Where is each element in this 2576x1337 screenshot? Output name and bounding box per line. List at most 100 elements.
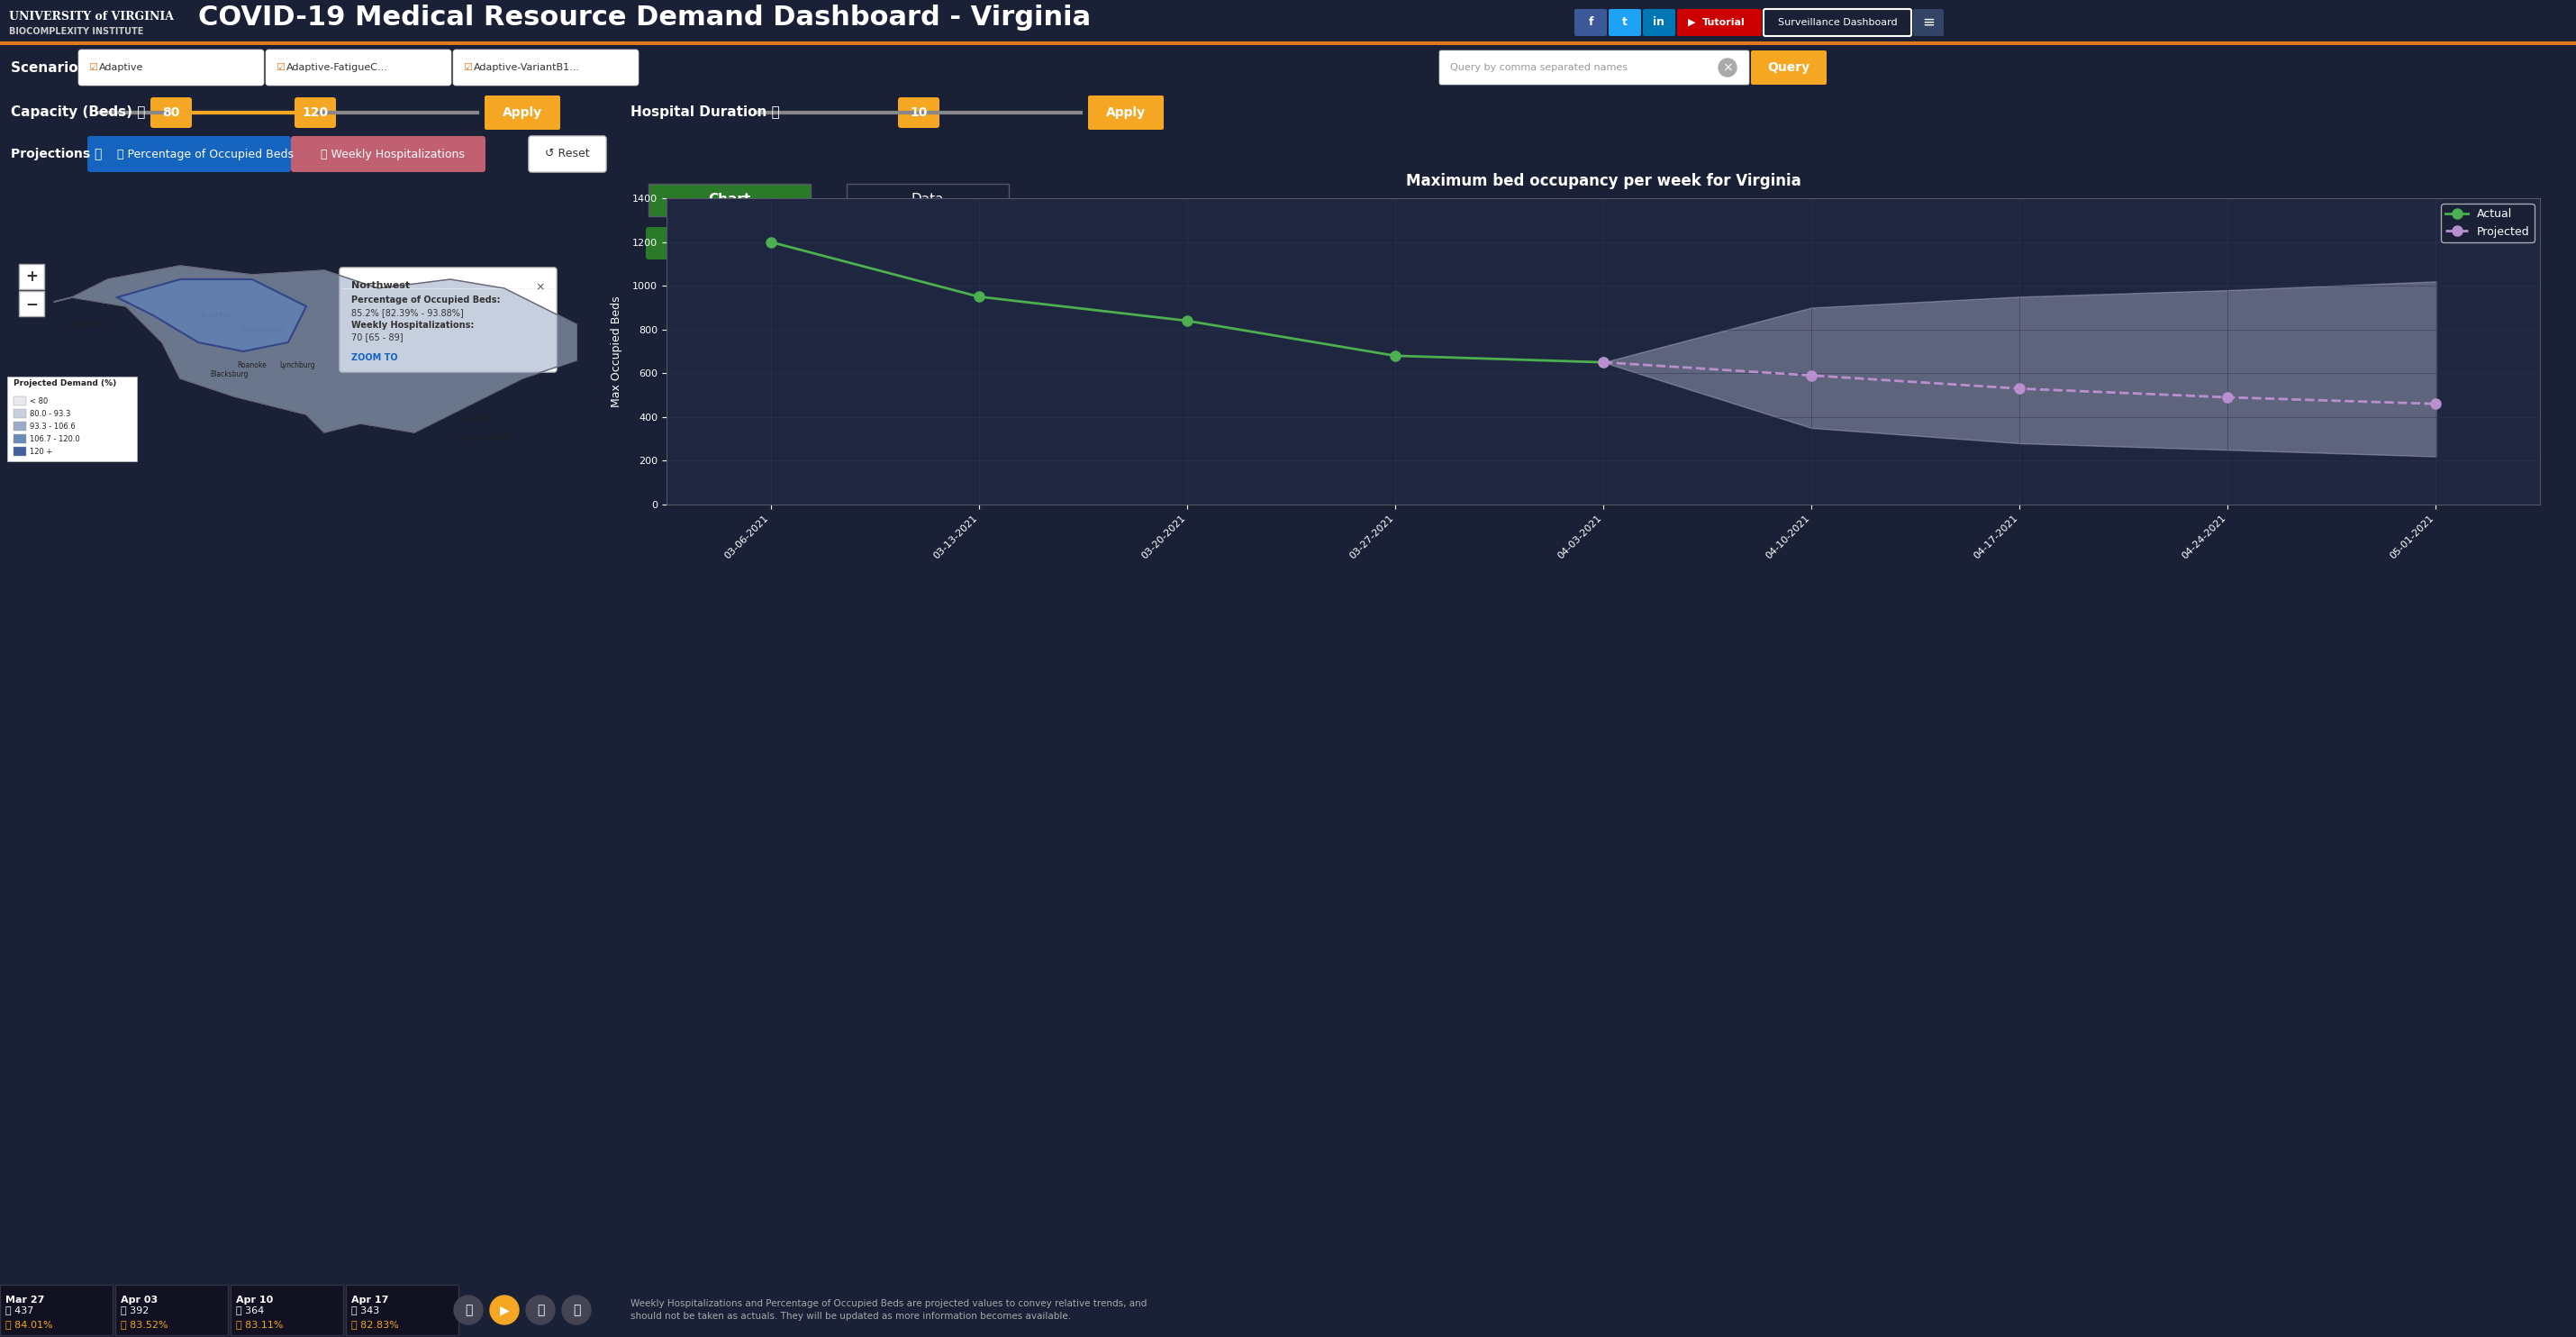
Legend: Actual, Projected: Actual, Projected <box>2442 203 2535 242</box>
Polygon shape <box>116 279 307 352</box>
Text: ×: × <box>1723 62 1734 74</box>
Text: 85.2% [82.39% - 93.88%]: 85.2% [82.39% - 93.88%] <box>350 308 464 317</box>
Text: UNIVERSITY of VIRGINIA: UNIVERSITY of VIRGINIA <box>8 11 173 23</box>
FancyBboxPatch shape <box>649 183 811 217</box>
Text: Adaptive-VariantB1...: Adaptive-VariantB1... <box>474 63 580 72</box>
Text: 120: 120 <box>301 107 327 119</box>
Text: Capacity (Beds) ⓘ: Capacity (Beds) ⓘ <box>10 106 144 119</box>
Text: ×: × <box>536 281 546 293</box>
Text: ⏮: ⏮ <box>464 1304 471 1317</box>
Text: Scenarios ⓘ: Scenarios ⓘ <box>10 60 98 75</box>
Text: Lynchburg: Lynchburg <box>278 361 314 369</box>
FancyBboxPatch shape <box>116 1285 227 1336</box>
FancyBboxPatch shape <box>848 183 1010 217</box>
FancyBboxPatch shape <box>1440 51 1749 84</box>
Text: Harrisonburg: Harrisonburg <box>240 325 283 333</box>
Text: Query by comma separated names: Query by comma separated names <box>1450 63 1628 72</box>
FancyBboxPatch shape <box>13 396 26 405</box>
Text: ▶: ▶ <box>1687 17 1695 27</box>
Text: Hospital Duration ⓘ: Hospital Duration ⓘ <box>631 106 781 119</box>
Circle shape <box>562 1296 590 1325</box>
FancyBboxPatch shape <box>18 291 44 317</box>
Text: 106.7 - 120.0: 106.7 - 120.0 <box>31 435 80 443</box>
FancyBboxPatch shape <box>1914 9 1945 36</box>
Text: BIOCOMPLEXITY INSTITUTE: BIOCOMPLEXITY INSTITUTE <box>8 27 144 36</box>
Text: 🛏 83.52%: 🛏 83.52% <box>121 1320 167 1329</box>
Text: ZOOM TO: ZOOM TO <box>350 353 397 362</box>
Text: Blacksburg: Blacksburg <box>211 370 250 378</box>
Text: Northwest: Northwest <box>350 281 410 290</box>
Text: t: t <box>1623 16 1628 28</box>
Text: Adaptive: Adaptive <box>98 63 144 72</box>
Text: 120 +: 120 + <box>31 448 52 456</box>
Text: 10: 10 <box>909 107 927 119</box>
Text: ↺ Reset: ↺ Reset <box>546 148 590 160</box>
Text: < 80: < 80 <box>31 397 49 405</box>
Text: Apply: Apply <box>502 107 544 119</box>
Text: in: in <box>1654 16 1664 28</box>
Text: ☑: ☑ <box>464 63 471 72</box>
Text: ⏹: ⏹ <box>572 1304 580 1317</box>
FancyBboxPatch shape <box>340 267 556 372</box>
Circle shape <box>1718 59 1736 76</box>
Text: Chart: Chart <box>708 194 750 207</box>
Text: ⏸: ⏸ <box>536 1304 544 1317</box>
Text: Surveillance Dashboard: Surveillance Dashboard <box>1777 17 1896 27</box>
FancyBboxPatch shape <box>13 409 26 418</box>
FancyBboxPatch shape <box>88 136 291 172</box>
Text: 80: 80 <box>162 107 180 119</box>
FancyBboxPatch shape <box>1574 9 1607 36</box>
Text: 🛏 84.01%: 🛏 84.01% <box>5 1320 52 1329</box>
FancyBboxPatch shape <box>345 1285 459 1336</box>
Text: Apply: Apply <box>1105 107 1146 119</box>
Text: Apr 17: Apr 17 <box>350 1296 389 1305</box>
Text: 👥 Weekly Hospitalizations: 👥 Weekly Hospitalizations <box>319 148 464 160</box>
Text: ≡: ≡ <box>1922 15 1935 31</box>
Text: Charleston: Charleston <box>72 321 108 329</box>
Text: Weekly Hospitalizations and Percentage of Occupied Beds are projected values to : Weekly Hospitalizations and Percentage o… <box>631 1300 1146 1321</box>
FancyBboxPatch shape <box>8 377 137 461</box>
FancyBboxPatch shape <box>13 421 26 431</box>
Text: 80.0 - 93.3: 80.0 - 93.3 <box>31 409 70 417</box>
FancyBboxPatch shape <box>453 49 639 86</box>
Title: Maximum bed occupancy per week for Virginia: Maximum bed occupancy per week for Virgi… <box>1406 172 1801 190</box>
FancyBboxPatch shape <box>791 227 976 259</box>
Circle shape <box>526 1296 554 1325</box>
Text: 70 [65 - 89]: 70 [65 - 89] <box>350 333 404 341</box>
Text: Virginia Beach: Virginia Beach <box>461 433 510 441</box>
Text: Occupancy ▾: Occupancy ▾ <box>845 238 922 249</box>
FancyBboxPatch shape <box>77 49 263 86</box>
Text: 93.3 - 106.6: 93.3 - 106.6 <box>31 422 75 431</box>
Text: 🛏 364: 🛏 364 <box>237 1305 265 1314</box>
FancyBboxPatch shape <box>647 227 768 259</box>
Text: Data: Data <box>912 194 945 207</box>
FancyBboxPatch shape <box>18 263 44 289</box>
Text: Query: Query <box>1767 62 1811 74</box>
Text: 🛏 Percentage of Occupied Beds: 🛏 Percentage of Occupied Beds <box>116 148 294 160</box>
FancyBboxPatch shape <box>0 1285 113 1336</box>
Text: ☑: ☑ <box>276 63 283 72</box>
FancyBboxPatch shape <box>484 95 559 130</box>
FancyBboxPatch shape <box>13 447 26 456</box>
Text: Percentage of Occupied Beds:: Percentage of Occupied Beds: <box>350 295 500 305</box>
Text: −: − <box>26 295 39 312</box>
Y-axis label: Max Occupied Beds: Max Occupied Beds <box>611 295 623 406</box>
Text: Adaptive-FatigueC...: Adaptive-FatigueC... <box>286 63 389 72</box>
FancyBboxPatch shape <box>265 49 451 86</box>
Circle shape <box>453 1296 482 1325</box>
FancyBboxPatch shape <box>899 98 940 128</box>
Text: Staunton: Staunton <box>201 312 232 320</box>
FancyBboxPatch shape <box>291 136 484 172</box>
FancyBboxPatch shape <box>1087 95 1164 130</box>
Polygon shape <box>54 266 577 432</box>
Text: Apr 10: Apr 10 <box>237 1296 273 1305</box>
Text: 🛏 437: 🛏 437 <box>5 1305 33 1314</box>
FancyBboxPatch shape <box>1677 9 1762 36</box>
Text: Mar 27: Mar 27 <box>5 1296 44 1305</box>
FancyBboxPatch shape <box>13 435 26 444</box>
FancyBboxPatch shape <box>294 98 335 128</box>
Text: Selected: Selected <box>680 238 734 249</box>
FancyBboxPatch shape <box>1643 9 1674 36</box>
FancyBboxPatch shape <box>149 98 191 128</box>
Text: 🛏 392: 🛏 392 <box>121 1305 149 1314</box>
